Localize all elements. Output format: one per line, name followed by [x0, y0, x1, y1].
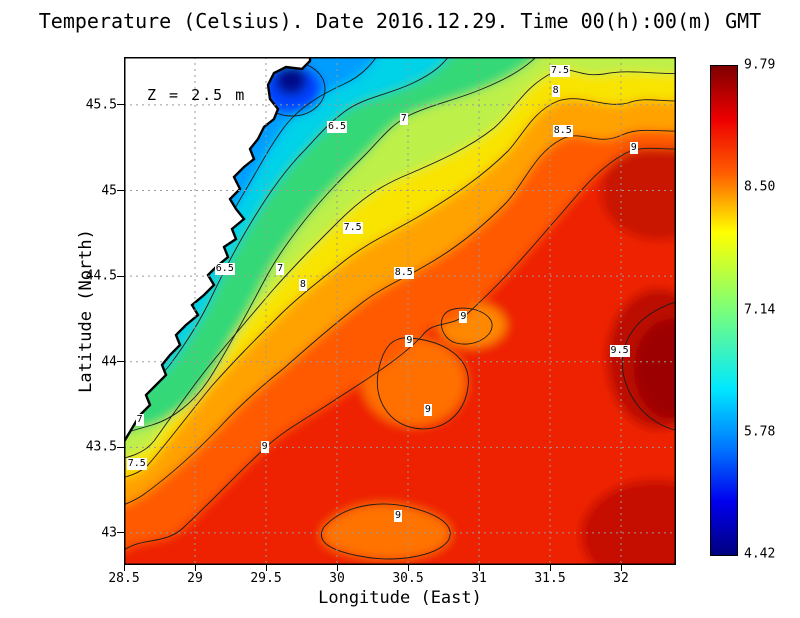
- contour-value-label: 8: [551, 85, 560, 98]
- contour-7: [124, 57, 537, 434]
- contour-value-label: 9: [629, 141, 638, 154]
- contour-value-label: 7.5: [126, 458, 147, 471]
- x-tick-label: 31.5: [534, 571, 566, 586]
- x-tick-mark: [265, 565, 267, 571]
- x-tick-label: 29.5: [250, 571, 282, 586]
- y-axis-label: Latitude (North): [76, 229, 96, 393]
- x-tick-mark: [478, 565, 480, 571]
- y-tick-mark: [117, 446, 124, 448]
- x-tick-label: 32: [613, 571, 629, 586]
- land-coastline: [124, 57, 312, 444]
- contour-8.5: [124, 129, 676, 506]
- contour-8: [124, 98, 676, 478]
- contour-value-label: 9: [423, 403, 432, 416]
- y-tick-mark: [117, 361, 124, 363]
- contour-value-label: 9: [459, 311, 468, 324]
- contour-value-label: 7.5: [342, 222, 363, 235]
- contour-value-label: 7: [399, 112, 408, 125]
- contour-value-label: 7: [135, 413, 144, 426]
- y-tick-label: 44: [101, 354, 117, 370]
- graticule: [124, 57, 676, 565]
- x-axis-label: Longitude (East): [318, 588, 482, 608]
- x-tick-mark: [123, 565, 125, 571]
- x-tick-mark: [407, 565, 409, 571]
- colorbar-tick-label: 9.79: [744, 57, 776, 73]
- x-tick-mark: [336, 565, 338, 571]
- colorbar-tick-label: 7.14: [744, 302, 776, 317]
- x-tick-label: 28.5: [108, 571, 140, 586]
- y-tick-mark: [117, 190, 124, 192]
- contour-value-label: 7: [276, 263, 285, 276]
- contour-value-label: 8: [298, 278, 307, 291]
- y-tick-label: 43: [101, 525, 117, 541]
- y-tick-mark: [117, 104, 124, 106]
- contour-value-label: 9: [394, 509, 403, 522]
- contour-9-loop-bottom: [321, 503, 451, 560]
- x-tick-label: 30.5: [392, 571, 424, 586]
- x-tick-label: 31: [471, 571, 487, 586]
- y-tick-label: 45: [101, 183, 117, 199]
- x-tick-mark: [549, 565, 551, 571]
- contour-value-label: 9: [260, 441, 269, 454]
- contour-9: [124, 147, 676, 551]
- contour-value-label: 6.5: [214, 263, 235, 276]
- x-tick-mark: [194, 565, 196, 571]
- contour-value-label: 7.5: [549, 64, 570, 77]
- y-tick-label: 44.5: [85, 268, 117, 284]
- contour-7.5: [124, 69, 676, 459]
- colorbar-tick-label: 8.50: [744, 179, 776, 195]
- colorbar: [710, 65, 738, 556]
- y-tick-label: 45.5: [85, 97, 117, 113]
- cold-plume-core: [275, 65, 307, 95]
- warm-patch-bottomright: [581, 480, 676, 565]
- contour-value-label: 9: [405, 335, 414, 348]
- x-tick-mark: [620, 565, 622, 571]
- y-tick-label: 43.5: [85, 439, 117, 455]
- contour-value-label: 6.5: [326, 121, 348, 134]
- colorbar-tick-label: 4.42: [744, 546, 776, 562]
- warm-patch-topright: [601, 144, 676, 240]
- plot-frame: [124, 57, 676, 565]
- cool-loop-patch-bottom: [321, 504, 451, 559]
- x-tick-label: 29: [187, 571, 203, 586]
- contour-value-label: 9.5: [609, 345, 630, 358]
- contour-value-label: 8.5: [552, 124, 573, 137]
- y-tick-mark: [117, 532, 124, 534]
- x-tick-label: 30: [329, 571, 345, 586]
- depth-annotation: Z = 2.5 m: [147, 86, 247, 104]
- contour-value-label: 8.5: [393, 266, 414, 279]
- map-plot-area: [124, 57, 676, 565]
- contour-6.5: [124, 57, 449, 402]
- y-tick-mark: [117, 275, 124, 277]
- colorbar-tick-label: 5.78: [744, 424, 776, 440]
- warm-core: [634, 319, 676, 419]
- contour-map-svg: [124, 57, 676, 565]
- plot-title: Temperature (Celsius). Date 2016.12.29. …: [38, 9, 762, 33]
